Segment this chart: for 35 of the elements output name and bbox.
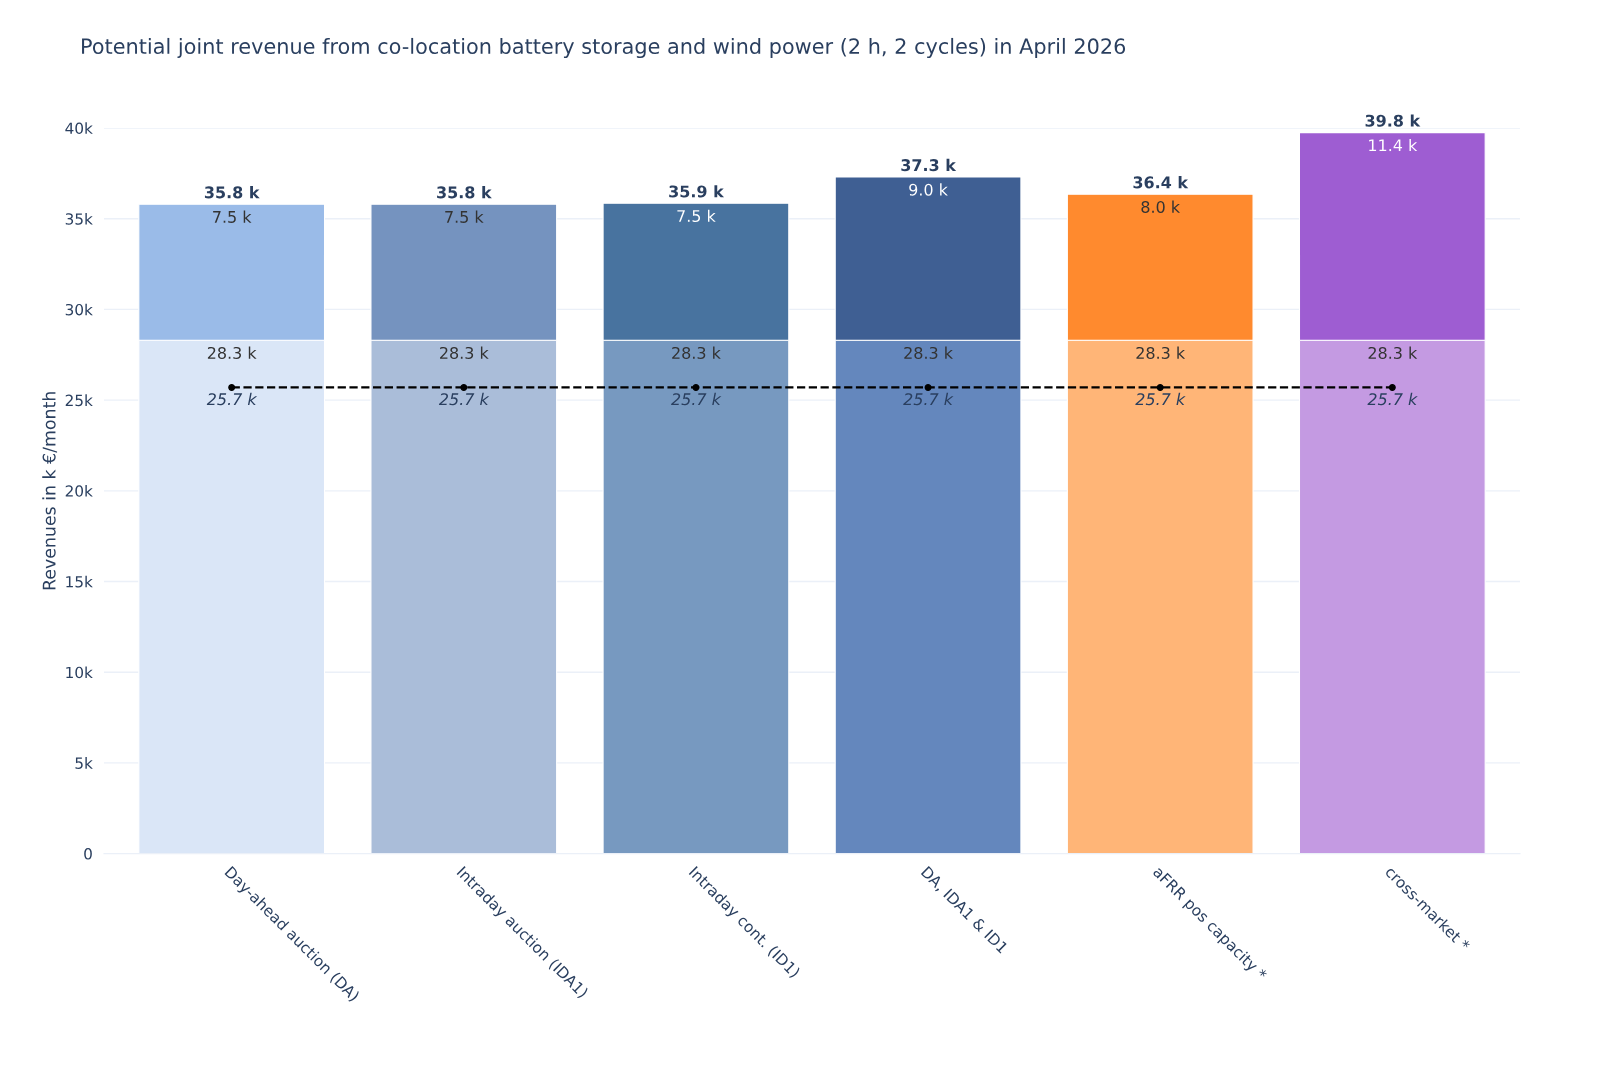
chart-title: Potential joint revenue from co-location battery storage and wind power (2 h, 2 cycles) in April 2026: [82, 37, 1126, 59]
y-axis-title: Revenues in k €/month: [42, 392, 58, 590]
total-label: 37.3 k: [901, 158, 957, 172]
total-label: 35.8 k: [204, 186, 260, 199]
data-label: 25.7 k: [1367, 392, 1418, 406]
data-label: 28.3 k: [1136, 346, 1186, 359]
data-label: 7.5 k: [213, 210, 252, 223]
data-label: 7.5 k: [445, 210, 484, 223]
y-tick-label: 25k: [65, 394, 93, 407]
y-tick-label: 15k: [66, 575, 93, 588]
data-label: 7.5 k: [677, 209, 716, 223]
data-label: 11.4 k: [1369, 138, 1418, 152]
total-label: 35.9 k: [669, 185, 725, 198]
data-label: 28.3 k: [207, 346, 257, 359]
y-tick-label: 10k: [66, 666, 93, 679]
y-tick-label: 35k: [65, 212, 93, 225]
data-label: 25.7 k: [903, 392, 954, 406]
data-label: 25.7 k: [1135, 392, 1186, 406]
data-label: 8.0 k: [1141, 200, 1181, 213]
data-label: 28.3 k: [904, 346, 953, 359]
total-label: 36.4 k: [1133, 176, 1189, 189]
data-label: 28.3 k: [1368, 346, 1418, 359]
y-tick-label: 0: [84, 848, 92, 860]
data-label: 25.7 k: [438, 392, 490, 406]
y-tick-label: 20k: [65, 485, 93, 497]
data-label: 25.7 k: [206, 392, 258, 406]
y-tick-label: 5k: [75, 757, 93, 769]
data-label: 25.7 k: [671, 392, 722, 406]
total-label: 35.8 k: [437, 186, 492, 199]
data-label: 28.3 k: [440, 346, 489, 359]
data-label: 28.3 k: [672, 346, 721, 359]
y-tick-label: 40k: [65, 122, 93, 135]
y-tick-label: 30k: [65, 303, 93, 316]
data-label: 9.0 k: [909, 183, 948, 196]
total-label: 39.8 k: [1365, 114, 1421, 127]
